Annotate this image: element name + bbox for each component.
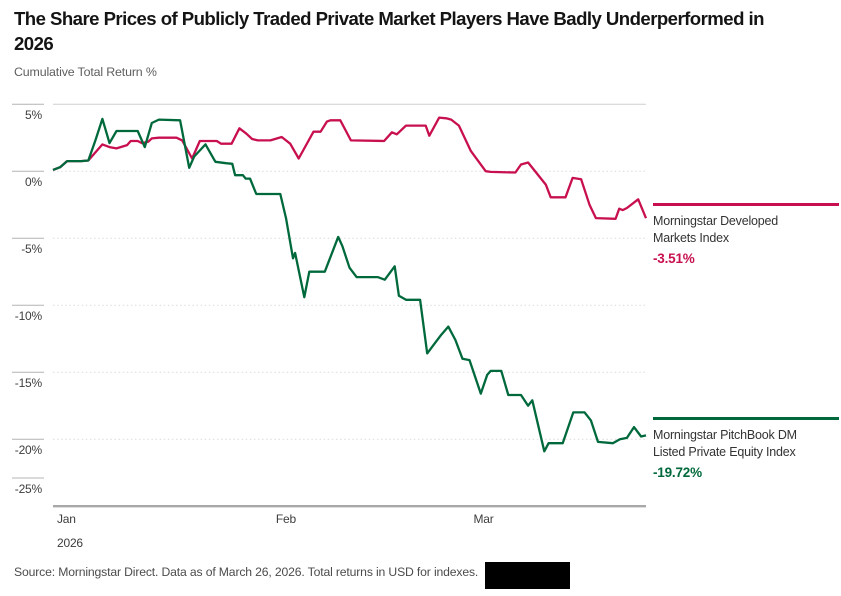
legend-label-private-equity: Morningstar PitchBook DM Listed Private … (653, 428, 797, 460)
y-axis-tick-label: -5% (21, 241, 42, 256)
y-axis-tick-label: 5% (25, 107, 42, 122)
series-line-private-equity (52, 117, 647, 453)
y-axis-tick-label: 0% (25, 174, 42, 189)
legend-line-private-equity (653, 417, 839, 420)
x-axis-tick-label: Jan (57, 512, 76, 526)
x-axis-year-label: 2026 (57, 536, 83, 550)
legend-line-developed-markets (653, 203, 839, 206)
chart-title: The Share Prices of Publicly Traded Priv… (14, 8, 764, 55)
series-line-developed-markets (52, 116, 648, 220)
redaction-box (485, 562, 571, 589)
chart-subtitle: Cumulative Total Return % (14, 65, 157, 79)
y-axis-tick-label: -20% (14, 442, 42, 457)
x-axis-tick-label: Mar (473, 512, 494, 526)
legend-value-private-equity: -19.72% (653, 464, 702, 480)
y-axis-tick-label: -10% (14, 308, 42, 323)
legend-label-developed-markets: Morningstar Developed Markets Index (653, 214, 779, 246)
source-row: Source: Morningstar Direct. Data as of M… (14, 562, 571, 589)
y-axis-tick-label: -25% (14, 482, 42, 496)
source-text: Source: Morningstar Direct. Data as of M… (14, 565, 479, 579)
legend-value-developed-markets: -3.51% (653, 250, 695, 266)
x-axis-tick-label: Feb (275, 512, 296, 526)
y-axis-tick-label: -15% (14, 375, 42, 390)
legend-private-equity: Morningstar PitchBook DM Listed Private … (653, 417, 839, 480)
legend-developed-markets: Morningstar Developed Markets Index -3.5… (653, 203, 839, 266)
